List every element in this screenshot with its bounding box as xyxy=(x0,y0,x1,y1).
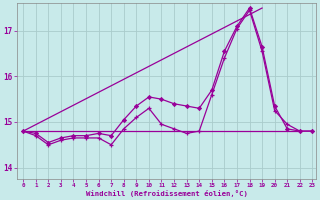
X-axis label: Windchill (Refroidissement éolien,°C): Windchill (Refroidissement éolien,°C) xyxy=(85,190,247,197)
